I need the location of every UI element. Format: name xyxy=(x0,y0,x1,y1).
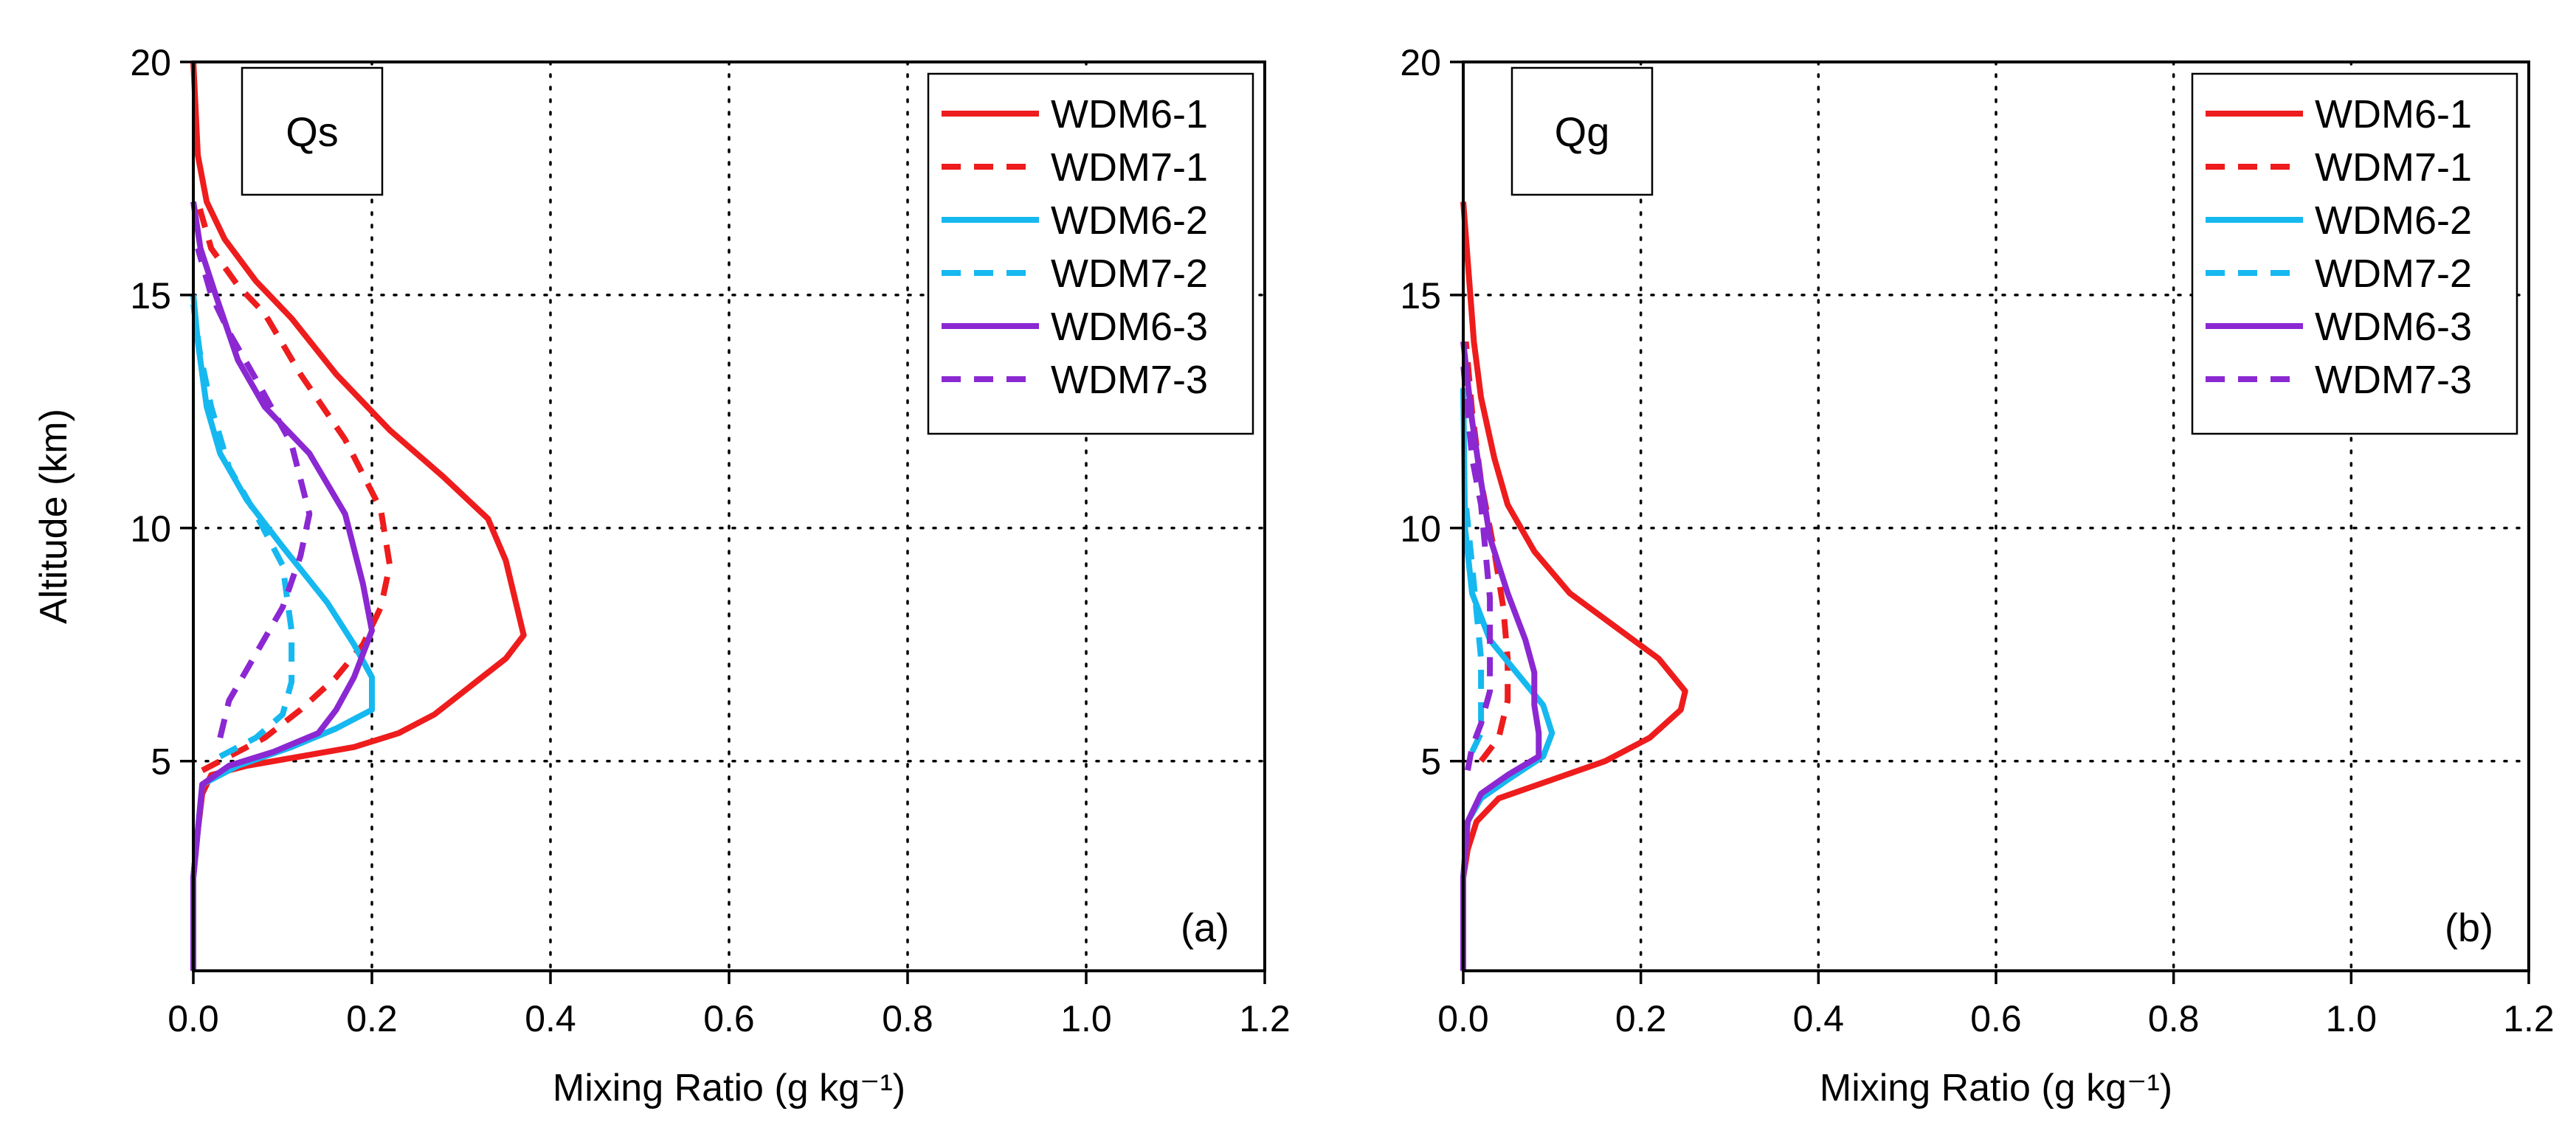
legend-entry: WDM6-1 xyxy=(1051,92,1208,136)
x-tick-label: 0.8 xyxy=(882,998,933,1039)
variable-label-frame xyxy=(1510,66,1654,196)
y-tick-label: 5 xyxy=(151,741,171,783)
legend-entry: WDM6-2 xyxy=(1051,198,1208,243)
x-tick-label: 0.6 xyxy=(1970,998,2022,1039)
series-line-wdm6-3 xyxy=(1460,341,1542,971)
y-axis-label: Altitude (km) xyxy=(32,409,75,624)
x-tick-label: 1.2 xyxy=(2503,998,2555,1039)
series-line-wdm7-2 xyxy=(1463,504,1485,753)
y-tick-label: 15 xyxy=(130,275,171,316)
legend-entry: WDM6-3 xyxy=(2315,305,2472,349)
x-tick-label: 0.0 xyxy=(1437,998,1489,1039)
legend-entry: WDM7-2 xyxy=(2315,252,2472,296)
series-lines xyxy=(1460,201,1688,971)
series-line-wdm7-3 xyxy=(195,247,313,739)
variable-label-box: Qs xyxy=(241,66,384,196)
x-axis-label: Mixing Ratio (g kg⁻¹) xyxy=(553,1067,905,1109)
series-line-wdm6-2 xyxy=(190,294,375,971)
series-line-wdm7-1 xyxy=(195,201,393,773)
x-tick-labels: 0.0 0.2 0.4 0.6 0.8 1.0 1.2 xyxy=(168,998,1291,1039)
x-tick-label: 1.0 xyxy=(1060,998,1112,1039)
panel-a: 0.0 0.2 0.4 0.6 0.8 1.0 1.2 5 10 15 20 M… xyxy=(32,42,1291,1109)
legend-entry: WDM7-2 xyxy=(1051,252,1208,296)
y-tick-labels: 5 10 15 20 xyxy=(130,42,171,783)
legend-frame xyxy=(927,72,1254,435)
legend-entry: WDM6-1 xyxy=(2315,92,2472,136)
series-lines xyxy=(190,61,527,971)
panel-label: (a) xyxy=(1181,906,1229,950)
series-line-wdm6-1 xyxy=(190,61,527,971)
panel-b: 0.0 0.2 0.4 0.6 0.8 1.0 1.2 5 10 15 20 M… xyxy=(1400,42,2554,1109)
legend: WDM6-1 WDM7-1 WDM6-2 WDM7-2 WDM6-3 WDM7-… xyxy=(2191,72,2518,435)
x-tick-label: 0.2 xyxy=(1615,998,1667,1039)
legend-entry: WDM6-2 xyxy=(2315,198,2472,243)
legend-entry: WDM7-1 xyxy=(2315,145,2472,190)
x-tick-label: 1.2 xyxy=(1239,998,1291,1039)
variable-label-box: Qg xyxy=(1510,66,1654,196)
y-tick-label: 20 xyxy=(1400,42,1441,83)
variable-label: Qs xyxy=(286,108,339,155)
variable-label-frame xyxy=(241,66,384,196)
legend-entry: WDM7-3 xyxy=(1051,358,1208,402)
x-tick-label: 0.4 xyxy=(525,998,576,1039)
legend-entry: WDM7-3 xyxy=(2315,358,2472,402)
legend: WDM6-1 WDM7-1 WDM6-2 WDM7-2 WDM6-3 WDM7-… xyxy=(927,72,1254,435)
legend-frame xyxy=(2191,72,2518,435)
y-tick-label: 10 xyxy=(130,508,171,550)
y-tick-label: 15 xyxy=(1400,275,1441,316)
x-tick-label: 0.6 xyxy=(703,998,755,1039)
x-axis-label: Mixing Ratio (g kg⁻¹) xyxy=(1820,1067,2172,1109)
y-tick-label: 5 xyxy=(1420,741,1441,783)
x-tick-labels: 0.0 0.2 0.4 0.6 0.8 1.0 1.2 xyxy=(1437,998,2555,1039)
y-tick-label: 10 xyxy=(1400,508,1441,550)
x-tick-label: 1.0 xyxy=(2326,998,2378,1039)
variable-label: Qg xyxy=(1555,108,1610,155)
legend-entry: WDM6-3 xyxy=(1051,305,1208,349)
tick-marks xyxy=(180,60,1266,984)
series-line-wdm7-3 xyxy=(1460,364,1494,772)
y-tick-labels: 5 10 15 20 xyxy=(1400,42,1441,783)
y-tick-label: 20 xyxy=(130,42,171,83)
panel-label: (b) xyxy=(2445,906,2493,950)
x-tick-label: 0.0 xyxy=(168,998,219,1039)
tick-marks xyxy=(1450,60,2530,984)
legend-entry: WDM7-1 xyxy=(1051,145,1208,190)
x-tick-label: 0.2 xyxy=(346,998,398,1039)
x-tick-label: 0.4 xyxy=(1793,998,1845,1039)
series-line-wdm6-1 xyxy=(1460,201,1688,971)
x-tick-label: 0.8 xyxy=(2148,998,2200,1039)
